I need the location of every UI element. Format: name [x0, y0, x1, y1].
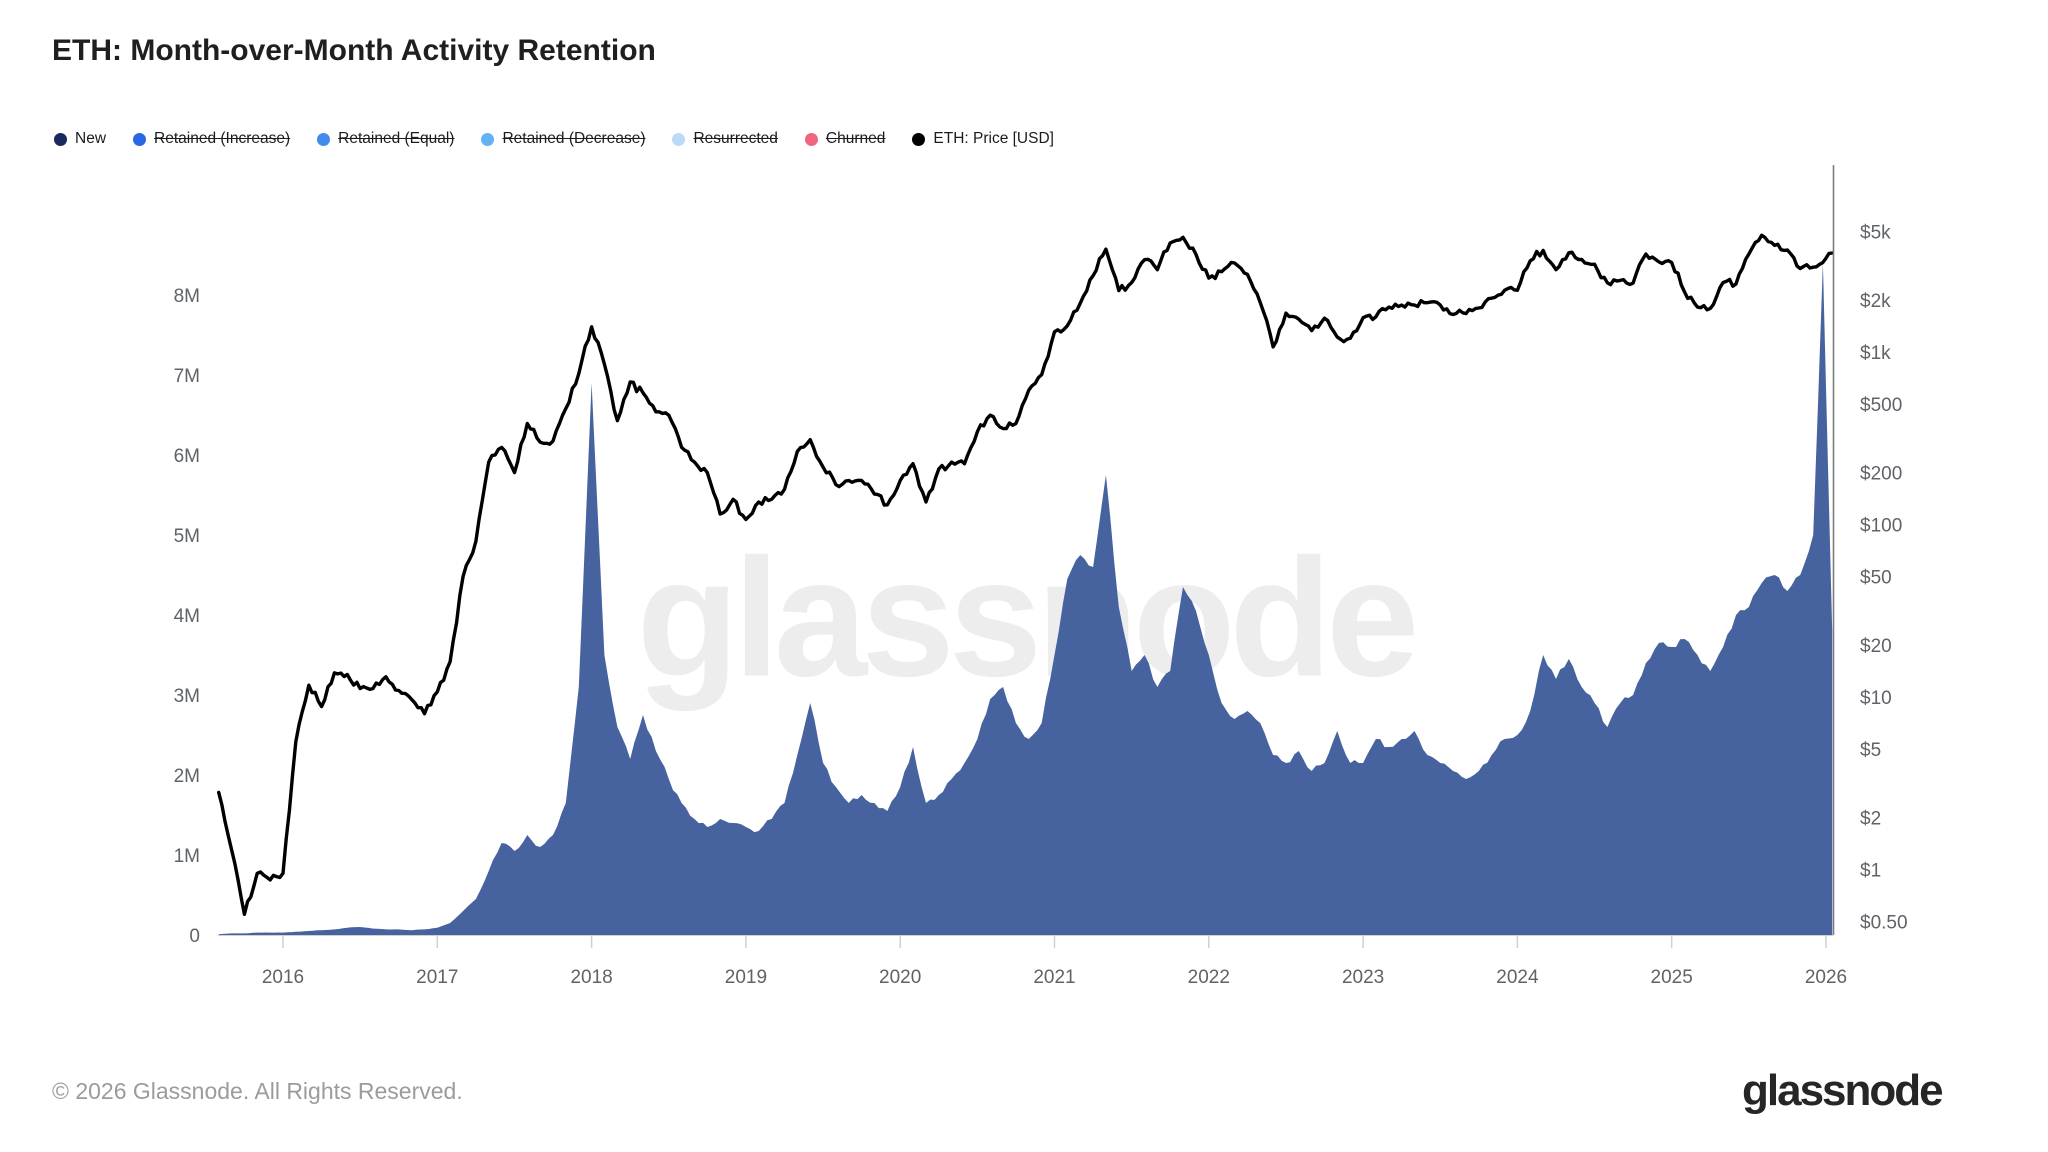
legend-dot-icon: [804, 132, 818, 146]
right-axis-label-usd-100: $100: [1860, 516, 1902, 537]
legend-item-churned[interactable]: Churned: [804, 130, 886, 148]
right-axis-label-usd-5: $5: [1860, 740, 1881, 761]
x-axis-label-2024: 2024: [1496, 967, 1539, 988]
x-axis-label-2018: 2018: [570, 967, 612, 988]
page-title: ETH: Month-over-Month Activity Retention: [52, 34, 656, 67]
legend-item-label: Resurrected: [693, 130, 778, 147]
legend-item-retained-decrease[interactable]: Retained (Decrease): [481, 130, 645, 148]
right-axis-label-usd-2k: $2k: [1860, 291, 1891, 312]
new-addresses-area: [218, 263, 1833, 935]
left-axis-label-5M: 5M: [174, 526, 200, 547]
legend: New Retained (Increase) Retained (Equal) Re…: [54, 130, 1054, 148]
legend-dot-icon: [133, 132, 147, 146]
left-axis-label-0: 0: [189, 926, 200, 947]
legend-item-label: ETH: Price [USD]: [933, 130, 1054, 147]
legend-item-eth-price-usd[interactable]: ETH: Price [USD]: [912, 130, 1054, 148]
right-axis-label-usd-2: $2: [1860, 809, 1881, 830]
legend-item-label: Retained (Increase): [154, 130, 291, 147]
x-axis-label-2017: 2017: [416, 967, 458, 988]
x-axis-label-2016: 2016: [262, 967, 304, 988]
legend-dot-icon: [912, 132, 926, 146]
x-axis-label-2019: 2019: [725, 967, 767, 988]
left-axis-label-6M: 6M: [174, 446, 200, 467]
copyright-text: © 2026 Glassnode. All Rights Reserved.: [52, 1078, 463, 1104]
x-axis-label-2025: 2025: [1651, 967, 1693, 988]
left-axis-label-4M: 4M: [174, 606, 200, 627]
legend-item-label: Churned: [825, 130, 886, 147]
right-axis-label-usd-1k: $1k: [1860, 343, 1891, 364]
x-axis-label-2023: 2023: [1342, 967, 1384, 988]
left-axis-label-2M: 2M: [174, 766, 200, 787]
right-axis-label-usd-200: $200: [1860, 464, 1902, 485]
legend-item-label: Retained (Decrease): [502, 130, 646, 147]
right-axis-label-usd-0.50: $0.50: [1860, 912, 1908, 933]
left-axis-label-7M: 7M: [174, 366, 200, 387]
legend-dot-icon: [317, 132, 331, 146]
right-axis-label-usd-500: $500: [1860, 395, 1902, 416]
x-axis-label-2022: 2022: [1188, 967, 1230, 988]
legend-item-label: Retained (Equal): [338, 130, 455, 147]
left-axis-label-8M: 8M: [174, 286, 200, 307]
right-axis-label-usd-5k: $5k: [1860, 222, 1891, 243]
right-axis-label-usd-20: $20: [1860, 636, 1892, 657]
x-axis-label-2020: 2020: [879, 967, 921, 988]
x-axis-label-2021: 2021: [1033, 967, 1075, 988]
glassnode-watermark: glassnode: [636, 523, 1420, 712]
right-axis-label-usd-50: $50: [1860, 567, 1892, 588]
right-axis-label-usd-1: $1: [1860, 861, 1881, 882]
legend-dot-icon: [481, 132, 495, 146]
left-axis-label-3M: 3M: [174, 686, 200, 707]
x-axis-label-2026: 2026: [1805, 967, 1847, 988]
legend-item-retained-equal[interactable]: Retained (Equal): [317, 130, 454, 148]
glassnode-logo: glassnode: [1742, 1066, 1944, 1115]
legend-item-resurrected[interactable]: Resurrected: [672, 130, 778, 148]
right-axis-label-usd-10: $10: [1860, 688, 1892, 709]
left-axis-label-1M: 1M: [174, 846, 200, 867]
legend-dot-icon: [672, 132, 686, 146]
legend-dot-icon: [54, 132, 67, 146]
legend-item-retained-increase[interactable]: Retained (Increase): [133, 130, 290, 148]
eth-price-line: [217, 233, 1834, 916]
legend-item-label: New: [75, 130, 107, 147]
legend-item-new[interactable]: New: [54, 130, 106, 148]
